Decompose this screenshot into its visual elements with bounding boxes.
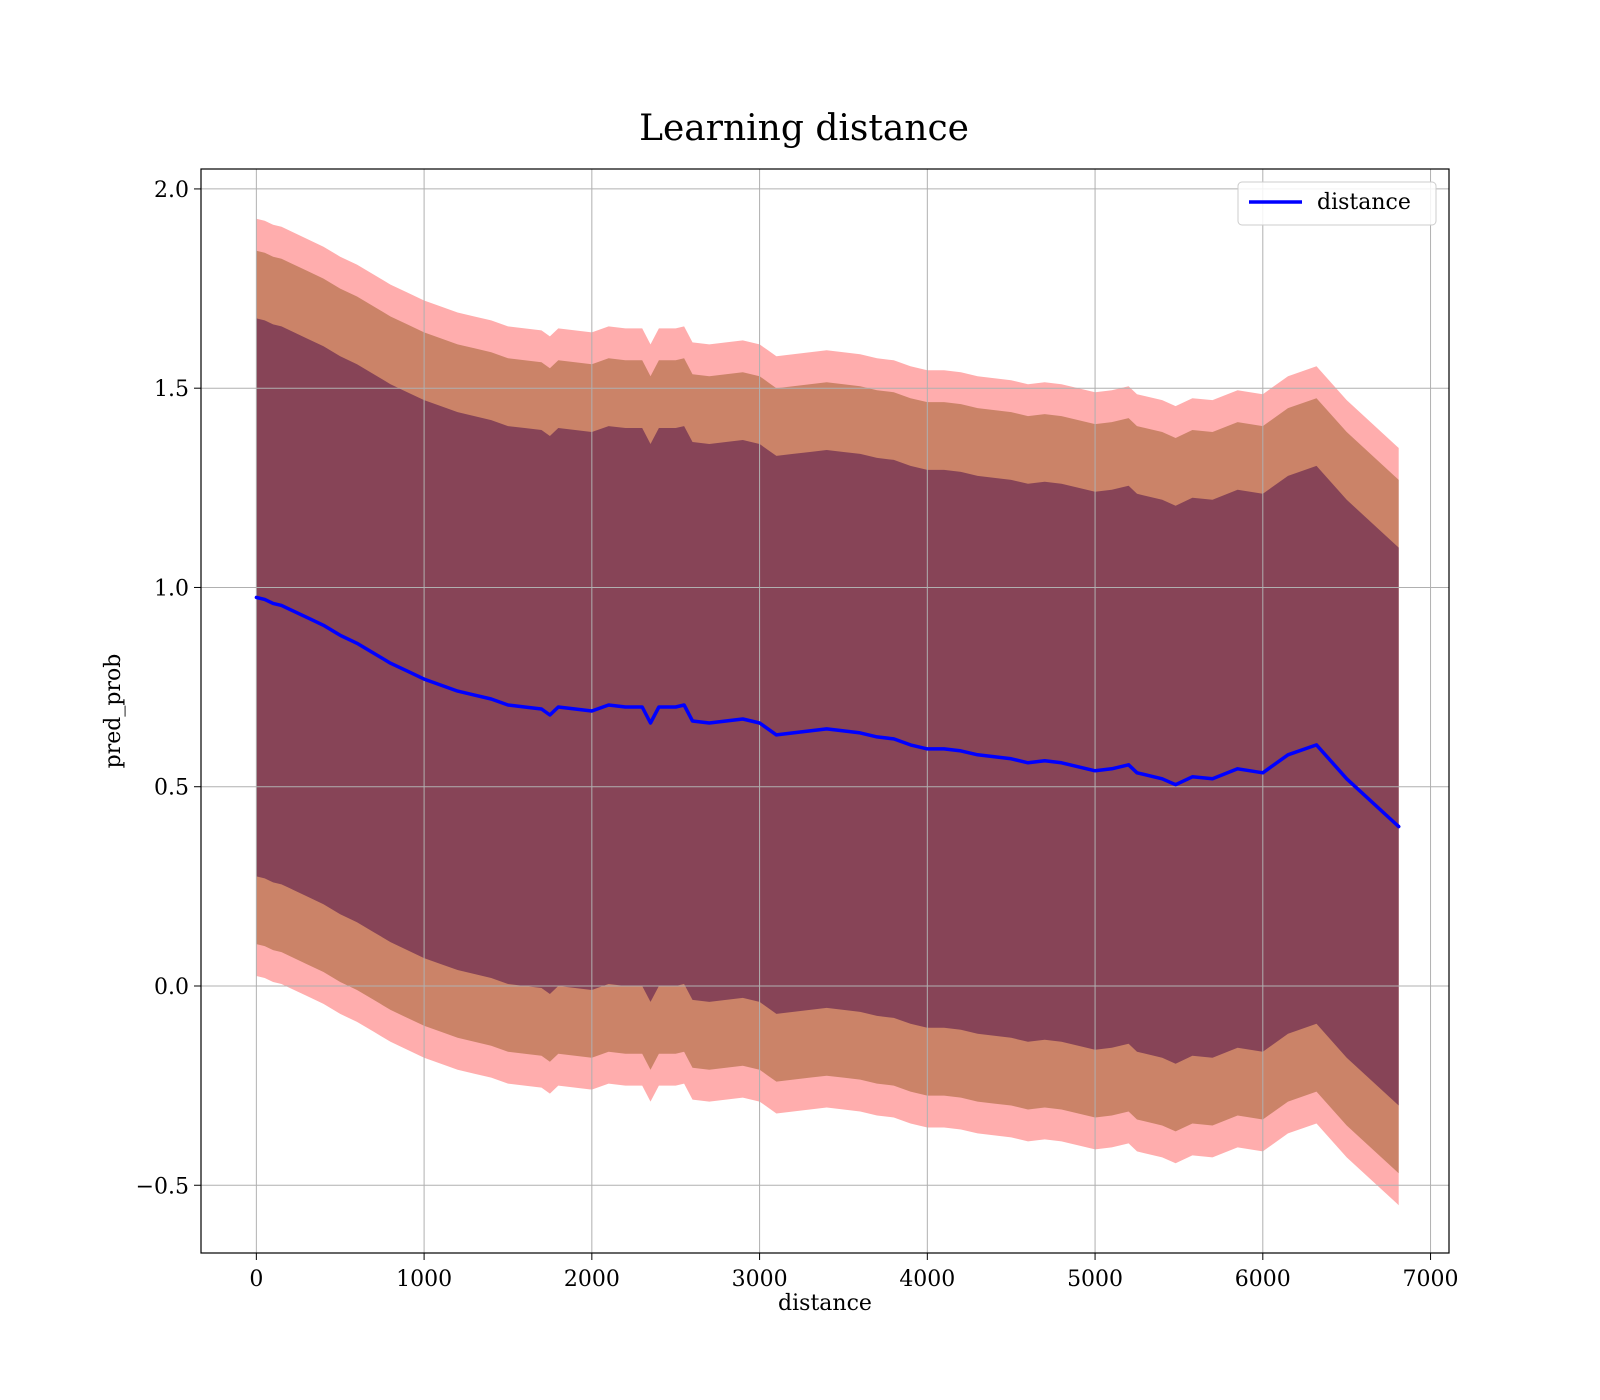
band-inner — [256, 318, 1399, 1106]
x-tick-label: 6000 — [1235, 1267, 1291, 1292]
x-axis-label: distance — [778, 1291, 872, 1316]
legend-box — [1237, 181, 1437, 226]
confidence-bands — [256, 218, 1399, 1206]
y-tick-label: 0.0 — [154, 975, 189, 1000]
x-tick-label: 5000 — [1067, 1267, 1123, 1292]
x-tick-label: 0 — [249, 1267, 263, 1292]
legend: distance — [1237, 181, 1437, 226]
y-tick-label: 1.0 — [154, 576, 189, 601]
series-line-distance — [254, 595, 1401, 829]
legend-label-distance: distance — [1317, 190, 1411, 215]
x-tick-label: 3000 — [732, 1267, 788, 1292]
x-tick-label: 7000 — [1403, 1267, 1459, 1292]
plot-frame — [200, 168, 1450, 1254]
y-tick-label: 1.5 — [154, 377, 189, 402]
y-tick-label: 0.5 — [154, 776, 189, 801]
x-tick-label: 2000 — [564, 1267, 620, 1292]
chart-title: Learning distance — [639, 108, 969, 149]
x-tick-label: 4000 — [899, 1267, 955, 1292]
y-tick-label: 2.0 — [154, 178, 189, 203]
x-axis-ticks: 0 1000 2000 3000 4000 5000 6000 7000 — [249, 1253, 1459, 1292]
x-tick-label: 1000 — [396, 1267, 452, 1292]
y-tick-label: −0.5 — [136, 1174, 189, 1199]
y-axis-label: pred_prob — [101, 654, 126, 769]
series-layer — [254, 595, 1401, 829]
y-axis-ticks: −0.5 0.0 0.5 1.0 1.5 2.0 — [136, 178, 201, 1199]
